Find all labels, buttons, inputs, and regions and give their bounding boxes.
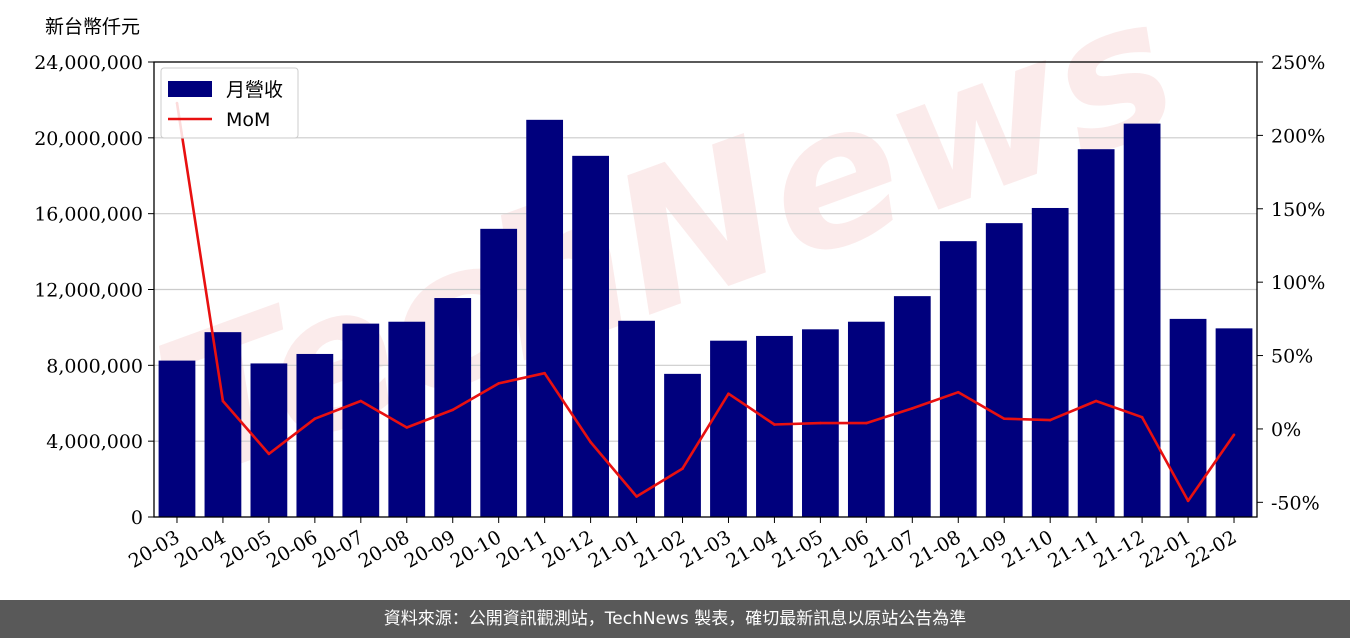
bar [1169, 318, 1207, 517]
mom-point [497, 382, 500, 385]
bar [204, 332, 242, 517]
y-left-tick-label: 8,000,000 [46, 355, 143, 377]
mom-point [773, 423, 776, 426]
bar [434, 298, 472, 517]
mom-point [267, 452, 271, 456]
mom-point [911, 407, 914, 410]
legend-line-label: MoM [226, 109, 270, 131]
x-tick-label: 20-12 [539, 526, 597, 572]
bar [296, 353, 334, 517]
revenue-chart: 新台幣仟元 TechNews 04,000,0008,000,00012,000… [34, 0, 1325, 573]
y-right-tick-label: 50% [1271, 346, 1313, 368]
x-tick-label: 20-05 [217, 526, 275, 572]
bar [1215, 328, 1253, 517]
x-tick-label: 20-04 [171, 526, 229, 572]
mom-point [819, 421, 822, 425]
y-left-tick-label: 20,000,000 [34, 128, 143, 150]
x-tick-label: 20-11 [493, 526, 551, 572]
y-right-tick-label: 250% [1271, 52, 1325, 74]
mom-point [405, 426, 409, 429]
mom-point [635, 495, 638, 498]
x-tick-label: 21-10 [998, 526, 1056, 572]
mom-point [543, 371, 546, 375]
x-tick-label: 21-03 [677, 526, 735, 572]
mom-point [221, 399, 225, 403]
y-left-tick-label: 4,000,000 [46, 431, 143, 453]
x-tick-label: 20-06 [263, 526, 321, 572]
bar [939, 241, 977, 517]
bar [526, 119, 564, 518]
mom-point [1094, 399, 1098, 403]
mom-point [1232, 433, 1236, 437]
x-tick-label: 20-03 [125, 526, 183, 572]
x-tick-label: 22-02 [1182, 526, 1240, 572]
mom-line [175, 102, 1236, 503]
bar [756, 335, 793, 517]
y-left-tick-label: 16,000,000 [34, 204, 143, 226]
y-unit-label: 新台幣仟元 [45, 16, 140, 38]
bar [158, 360, 196, 517]
x-tick-label: 21-08 [906, 526, 964, 572]
mom-point [1186, 499, 1190, 503]
mom-point [451, 408, 455, 412]
bar [1031, 207, 1069, 517]
bar [710, 340, 747, 517]
x-tick-label: 21-05 [768, 526, 826, 572]
x-tick-label: 21-06 [814, 526, 872, 572]
bar [1123, 123, 1161, 517]
mom-point [956, 390, 960, 394]
x-tick-label: 21-07 [860, 526, 918, 572]
y-right-tick-label: 100% [1271, 272, 1325, 294]
x-tick-label: 20-09 [401, 526, 459, 572]
mom-point [681, 467, 684, 470]
legend-bar-label: 月營收 [226, 79, 283, 101]
bar [985, 223, 1023, 518]
y-left-tick-label: 24,000,000 [34, 52, 143, 74]
bar [1077, 149, 1115, 518]
y-right-tick-label: 0% [1271, 419, 1301, 441]
bar [480, 228, 518, 518]
plot-frame [153, 61, 1258, 518]
mom-point [1140, 415, 1144, 419]
mom-point [313, 417, 317, 420]
x-tick-label: 21-12 [1090, 526, 1148, 572]
bar [572, 155, 609, 517]
bar [893, 296, 931, 517]
y-right-tick-label: 200% [1271, 125, 1325, 147]
x-tick-label: 20-08 [355, 526, 413, 572]
bar [342, 323, 380, 517]
source-footer: 資料來源：公開資訊觀測站，TechNews 製表，確切最新訊息以原站公告為準 [0, 600, 1350, 638]
mom-point [1002, 417, 1006, 420]
x-tick-label: 20-07 [309, 526, 367, 572]
mom-point [1048, 418, 1052, 422]
mom-point [359, 399, 363, 403]
y-left-tick-label: 12,000,000 [34, 280, 143, 302]
bar [618, 320, 655, 517]
legend-bar-swatch [168, 81, 212, 97]
x-tick-label: 21-09 [952, 526, 1010, 572]
x-tick-label: 21-11 [1044, 526, 1102, 572]
y-left-tick-label: 0 [131, 507, 143, 529]
mom-point [589, 440, 592, 444]
x-tick-label: 22-01 [1136, 526, 1194, 572]
x-tick-label: 20-10 [447, 526, 505, 572]
bar [664, 373, 701, 517]
x-tick-label: 21-01 [585, 526, 643, 572]
x-tick-label: 21-04 [722, 526, 780, 572]
x-tick-label: 21-02 [631, 526, 689, 572]
y-right-tick-label: 150% [1271, 199, 1325, 221]
mom-point [727, 392, 730, 396]
mom-point [865, 421, 868, 425]
y-right-tick-label: -50% [1271, 492, 1320, 514]
